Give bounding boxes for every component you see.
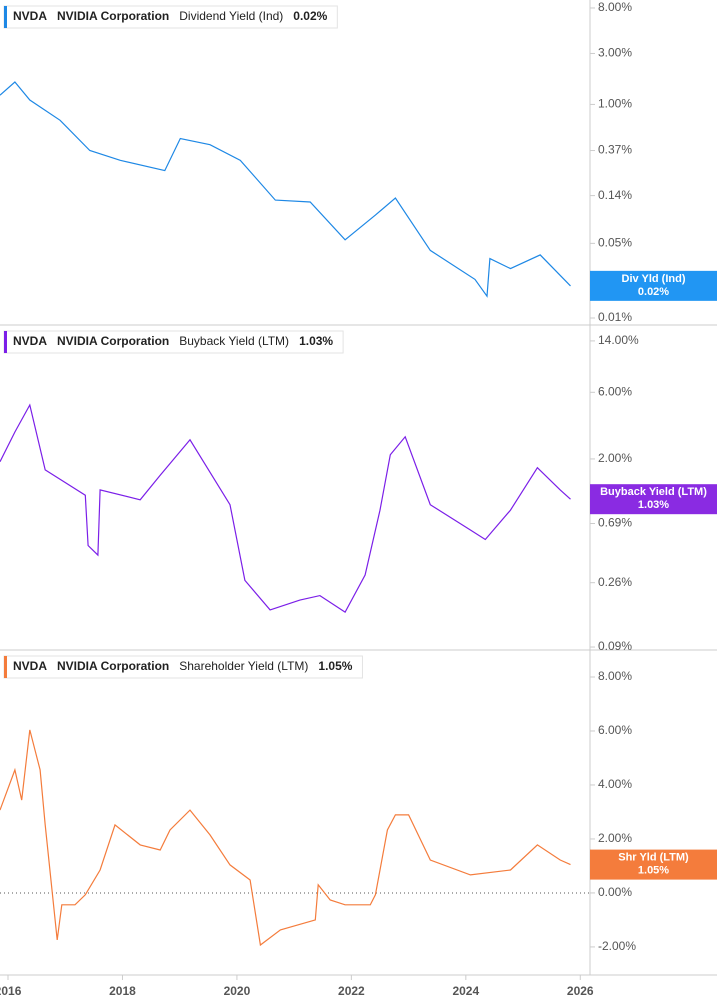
y-tick-label: 6.00% bbox=[598, 384, 632, 398]
x-tick-label: 2022 bbox=[338, 984, 365, 998]
legend: NVDA NVIDIA Corporation Buyback Yield (LTM… bbox=[3, 330, 344, 354]
legend-ticker: NVDA bbox=[13, 9, 47, 23]
y-tick-label: -2.00% bbox=[598, 939, 636, 953]
legend-box bbox=[3, 330, 344, 354]
legend-metric: Dividend Yield (Ind) bbox=[179, 9, 283, 23]
legend-swatch bbox=[4, 656, 7, 678]
legend-value: 0.02% bbox=[293, 9, 327, 23]
x-tick-label: 2020 bbox=[224, 984, 251, 998]
y-tick-label: 14.00% bbox=[598, 333, 639, 347]
y-tick-label: 0.05% bbox=[598, 236, 632, 250]
y-tick-label: 0.69% bbox=[598, 516, 632, 530]
tag-name: Buyback Yield (LTM) bbox=[600, 486, 707, 498]
y-tick-label: 3.00% bbox=[598, 46, 632, 60]
y-tick-label: 0.09% bbox=[598, 639, 632, 653]
legend: NVDA NVIDIA Corporation Shareholder Yield … bbox=[3, 655, 363, 679]
y-tick-label: 1.00% bbox=[598, 97, 632, 111]
data-line bbox=[0, 403, 571, 613]
y-tick-label: 8.00% bbox=[598, 669, 632, 683]
legend-company: NVIDIA Corporation bbox=[57, 9, 169, 23]
x-tick-label: 2016 bbox=[0, 984, 22, 998]
legend-value: 1.05% bbox=[318, 659, 352, 673]
tag-name: Shr Yld (LTM) bbox=[618, 852, 689, 864]
x-tick-label: 2026 bbox=[567, 984, 594, 998]
tag-name: Div Yld (Ind) bbox=[622, 273, 686, 285]
y-tick-label: 2.00% bbox=[598, 831, 632, 845]
legend-metric: Shareholder Yield (LTM) bbox=[179, 659, 308, 673]
y-tick-label: 0.01% bbox=[598, 310, 632, 324]
legend-swatch bbox=[4, 6, 7, 28]
y-tick-label: 0.14% bbox=[598, 188, 632, 202]
y-tick-label: 0.00% bbox=[598, 885, 632, 899]
legend: NVDA NVIDIA Corporation Dividend Yield (In… bbox=[3, 5, 338, 29]
y-tick-label: 6.00% bbox=[598, 723, 632, 737]
y-tick-label: 2.00% bbox=[598, 451, 632, 465]
legend-value: 1.03% bbox=[299, 334, 333, 348]
legend-ticker: NVDA bbox=[13, 334, 47, 348]
y-tick-label: 4.00% bbox=[598, 777, 632, 791]
y-tick-label: 0.37% bbox=[598, 143, 632, 157]
legend-metric: Buyback Yield (LTM) bbox=[179, 334, 289, 348]
tag-value: 1.05% bbox=[638, 865, 669, 877]
x-tick-label: 2018 bbox=[109, 984, 136, 998]
legend-company: NVIDIA Corporation bbox=[57, 659, 169, 673]
tag-value: 0.02% bbox=[638, 286, 669, 298]
y-tick-label: 8.00% bbox=[598, 0, 632, 14]
legend-box bbox=[3, 5, 338, 29]
last-value-tag bbox=[590, 270, 717, 301]
data-line bbox=[0, 81, 571, 298]
legend-swatch bbox=[4, 331, 7, 353]
legend-ticker: NVDA bbox=[13, 659, 47, 673]
x-tick-label: 2024 bbox=[452, 984, 479, 998]
tag-value: 1.03% bbox=[638, 499, 669, 511]
last-value-tag bbox=[590, 849, 717, 880]
legend-company: NVIDIA Corporation bbox=[57, 334, 169, 348]
last-value-tag bbox=[590, 484, 717, 515]
data-line bbox=[0, 729, 571, 947]
y-tick-label: 0.26% bbox=[598, 575, 632, 589]
